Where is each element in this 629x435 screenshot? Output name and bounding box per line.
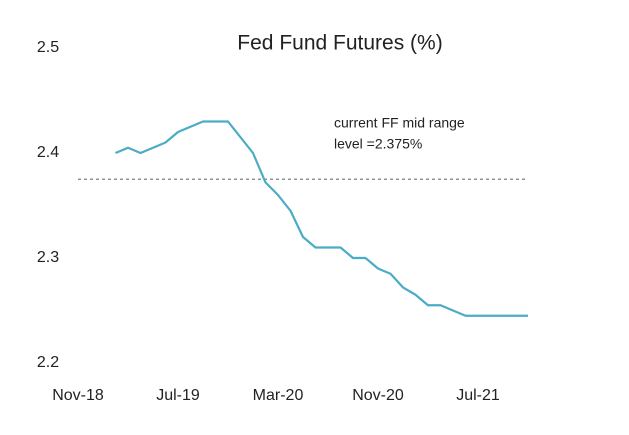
x-tick-label: Mar-20	[253, 387, 304, 404]
y-tick-label: 2.2	[37, 354, 59, 371]
annotation: current FF mid range	[334, 115, 465, 131]
y-tick-label: 2.5	[37, 39, 59, 56]
x-tick-label: Nov-18	[52, 387, 104, 404]
x-tick-label: Jul-19	[156, 387, 200, 404]
annotation: level =2.375%	[334, 136, 422, 152]
y-tick-label: 2.3	[37, 249, 59, 266]
chart-title: Fed Fund Futures (%)	[237, 32, 442, 55]
data-line	[115, 120, 528, 317]
x-tick-label: Jul-21	[456, 387, 500, 404]
x-tick-label: Nov-20	[352, 387, 404, 404]
y-tick-label: 2.4	[37, 144, 59, 161]
